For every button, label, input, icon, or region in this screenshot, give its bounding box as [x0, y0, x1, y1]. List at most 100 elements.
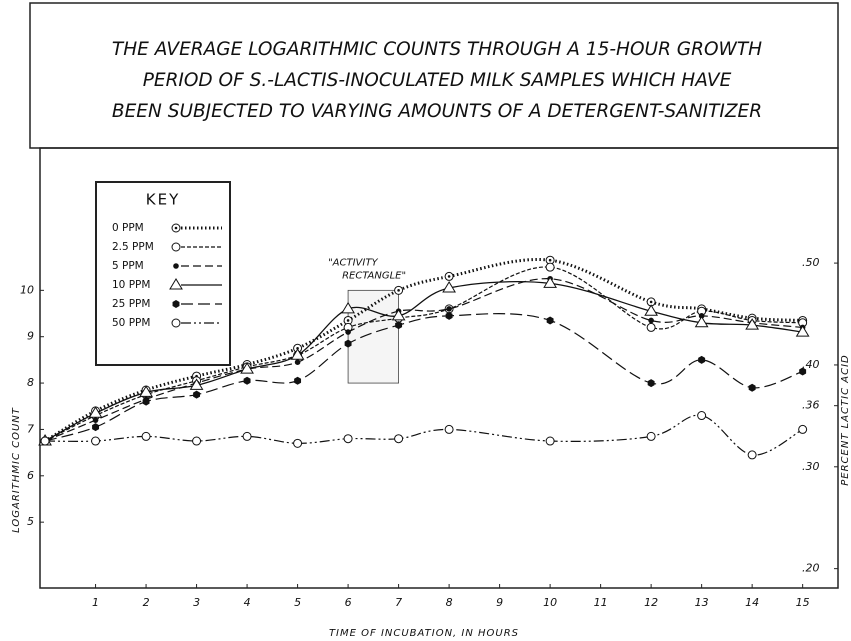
marker — [139, 385, 153, 397]
marker — [445, 311, 453, 320]
series-line — [44, 258, 803, 443]
x-tick-label: 8 — [446, 596, 453, 609]
y-tick-label: 9 — [27, 330, 34, 343]
chart-title: PERIOD OF S.-LACTIS-INOCULATED MILK SAMP… — [143, 70, 732, 91]
y-tick-label: 7 — [27, 422, 34, 435]
y2-tick-label: .20 — [802, 562, 820, 575]
marker — [142, 397, 150, 406]
legend-marker — [171, 223, 181, 233]
marker — [697, 411, 707, 421]
legend-marker — [171, 318, 181, 328]
y2-axis-label: PERCENT LACTIC ACID — [840, 354, 851, 485]
x-tick-label: 14 — [745, 596, 759, 609]
legend-label: 5 PPM — [112, 260, 144, 272]
marker — [799, 367, 807, 376]
marker — [694, 315, 709, 328]
y2-tick-label: .36 — [802, 399, 820, 412]
marker — [394, 285, 404, 295]
y-tick-label: 10 — [20, 283, 34, 296]
legend-marker — [169, 278, 183, 290]
marker — [40, 436, 50, 446]
marker — [747, 450, 757, 460]
marker — [444, 424, 454, 434]
marker — [92, 423, 100, 432]
marker — [644, 304, 659, 316]
y-tick-label: 8 — [27, 376, 34, 389]
x-tick-label: 7 — [395, 596, 402, 609]
marker — [243, 376, 251, 385]
legend-label: 10 PPM — [112, 279, 150, 291]
marker — [88, 406, 103, 418]
plot-frame — [39, 147, 839, 589]
marker — [545, 262, 555, 272]
marker — [698, 355, 706, 364]
series-line — [45, 414, 803, 456]
y2-tick-label: .30 — [802, 460, 820, 473]
marker — [795, 325, 810, 337]
marker — [395, 321, 403, 330]
y2-tick-label: .50 — [802, 256, 820, 269]
legend-label: 2.5 PPM — [112, 241, 154, 253]
marker — [344, 339, 352, 348]
x-tick-label: 5 — [294, 596, 301, 609]
y-axis-label: LOGARITHMIC COUNT — [11, 407, 22, 533]
x-tick-label: 9 — [496, 596, 503, 609]
marker — [444, 271, 454, 281]
marker — [193, 390, 201, 399]
marker — [798, 424, 808, 434]
marker — [647, 379, 655, 388]
x-tick-label: 10 — [543, 596, 557, 609]
series-line — [44, 281, 803, 442]
marker — [343, 434, 353, 444]
marker — [648, 317, 654, 324]
marker — [341, 301, 355, 314]
legend-label: 25 PPM — [112, 298, 150, 310]
legend-marker — [172, 300, 180, 308]
marker — [189, 378, 204, 390]
marker — [293, 438, 303, 448]
annotation: "ACTIVITY — [328, 257, 378, 268]
chart-title: THE AVERAGE LOGARITHMIC COUNTS THROUGH A… — [112, 39, 762, 60]
marker — [745, 318, 760, 330]
x-tick-label: 11 — [594, 596, 608, 609]
activity-rectangle — [347, 289, 399, 384]
legend-label: 50 PPM — [112, 317, 150, 329]
marker — [546, 316, 554, 325]
y2-tick-label: .40 — [802, 358, 820, 371]
x-tick-label: 1 — [92, 596, 99, 609]
legend-title: KEY — [146, 191, 180, 209]
marker — [646, 431, 656, 441]
x-tick-label: 4 — [244, 596, 251, 609]
marker — [345, 329, 351, 335]
marker — [91, 436, 101, 446]
marker — [290, 348, 305, 360]
x-tick-label: 15 — [796, 596, 810, 609]
marker — [294, 376, 302, 385]
marker — [646, 322, 656, 332]
x-tick-label: 13 — [695, 596, 709, 609]
marker — [394, 434, 404, 444]
marker — [141, 431, 151, 441]
marker — [242, 431, 252, 441]
x-tick-label: 2 — [143, 596, 150, 609]
x-tick-label: 3 — [193, 596, 200, 609]
marker — [748, 383, 756, 392]
marker — [543, 276, 557, 288]
x-axis-label: TIME OF INCUBATION, IN HOURS — [329, 628, 519, 639]
x-tick-label: 12 — [644, 596, 658, 609]
x-tick-label: 6 — [345, 596, 352, 609]
marker — [545, 436, 555, 446]
legend-marker — [173, 263, 179, 269]
series-line — [44, 278, 803, 442]
marker — [294, 359, 301, 366]
legend-marker — [171, 242, 181, 252]
marker — [446, 306, 452, 312]
chart-title: BEEN SUBJECTED TO VARYING AMOUNTS OF A D… — [112, 101, 762, 122]
marker — [442, 281, 456, 293]
marker — [240, 362, 254, 374]
legend-label: 0 PPM — [112, 222, 144, 234]
marker — [92, 417, 99, 423]
marker — [391, 308, 406, 321]
y-tick-label: 6 — [27, 469, 34, 482]
